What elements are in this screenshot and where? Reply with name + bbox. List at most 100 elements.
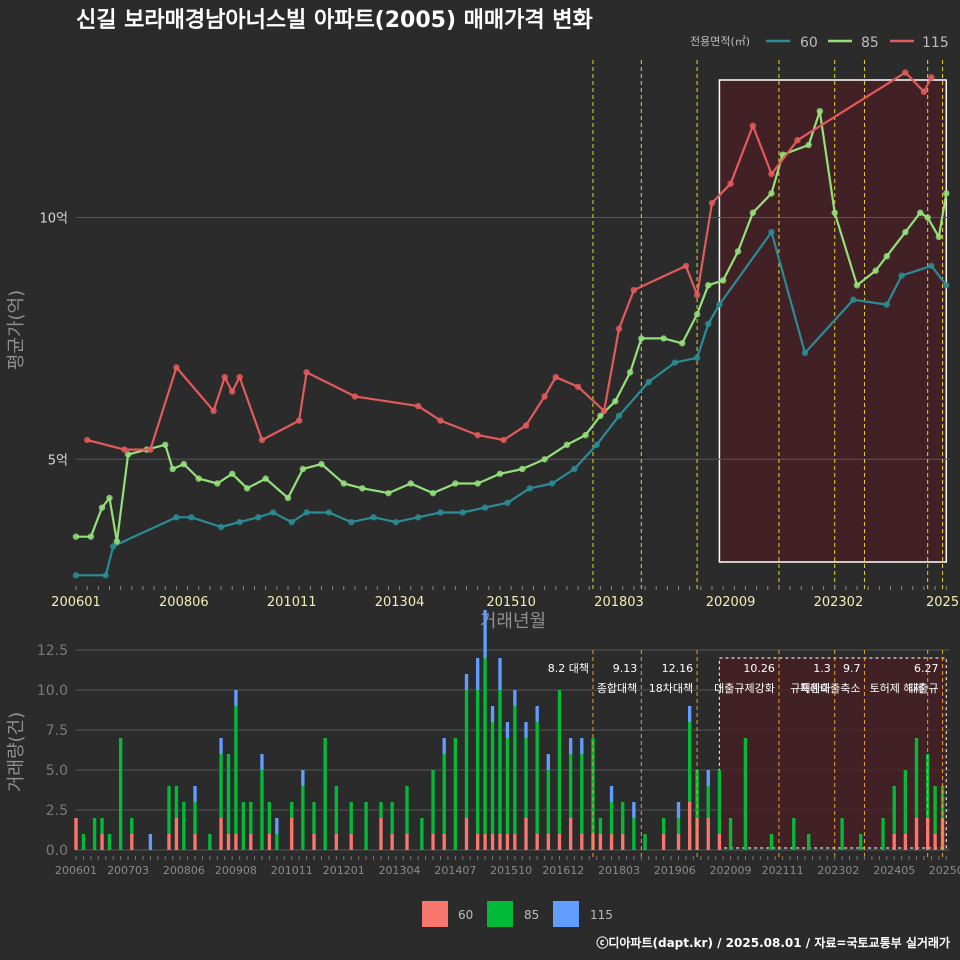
volume-bar-60: [193, 834, 197, 850]
data-point-115: [221, 373, 228, 381]
data-point-115: [500, 436, 507, 444]
volume-bar-85: [706, 786, 710, 818]
policy-annotation-date: 6.27: [914, 662, 939, 675]
data-point-60: [102, 572, 109, 579]
policy-annotation-date: 12.16: [662, 662, 694, 675]
data-point-60: [325, 509, 333, 516]
data-point-85: [98, 504, 106, 511]
data-point-85: [831, 209, 838, 216]
policy-annotation-label: 특례대출축소: [800, 682, 861, 695]
volume-chart-panel: 0.0 2.5 5.0 7.5 10.0 12.5 8.2 대책 9.13 종합대책 12.16 1…: [6, 610, 960, 877]
data-point-85: [705, 282, 712, 289]
data-point-115: [552, 373, 559, 381]
policy-annotation-date: 8.2 대책: [548, 662, 589, 675]
volume-bar-60: [717, 834, 722, 850]
volume-bar-60: [167, 834, 171, 850]
volume-bar-85: [118, 738, 123, 850]
volume-bar-85: [193, 802, 197, 834]
volume-bar-60: [661, 834, 666, 850]
data-point-115: [794, 136, 801, 144]
y-axis-title: 평균가(억): [6, 290, 27, 370]
volume-bar-60: [535, 834, 539, 850]
policy-annotation-label: 규제완화: [790, 682, 830, 695]
bar-y-tick-label: 2.5: [46, 803, 68, 819]
data-point-85: [299, 465, 307, 473]
data-point-85: [214, 480, 221, 487]
y-tick-label: 5억: [48, 453, 68, 468]
volume-bar-115: [148, 834, 153, 850]
data-point-85: [734, 248, 742, 255]
volume-bar-85: [535, 722, 539, 834]
data-point-85: [660, 335, 667, 342]
volume-bar-85: [717, 770, 722, 834]
bar-x-tick-label: 202009: [710, 864, 752, 877]
volume-bar-85: [260, 770, 264, 850]
volume-bar-115: [483, 610, 487, 658]
x-axis-title: 거래년월: [480, 611, 546, 632]
data-point-115: [437, 417, 444, 424]
bar-legend-swatch-60: [422, 901, 448, 927]
volume-bar-85: [290, 802, 294, 818]
data-point-85: [943, 190, 950, 197]
data-point-85: [597, 412, 604, 419]
data-point-85: [902, 228, 909, 236]
volume-bar-85: [743, 738, 748, 850]
volume-bar-85: [390, 802, 394, 834]
data-point-115: [920, 88, 928, 96]
volume-bar-85: [464, 690, 469, 818]
bar-y-tick-label: 12.5: [37, 643, 68, 659]
volume-bar-85: [475, 690, 480, 834]
data-point-115: [258, 436, 266, 444]
volume-bar-60: [490, 834, 495, 850]
data-point-85: [805, 141, 812, 149]
data-point-60: [898, 272, 905, 279]
bar-x-tick-label: 201510: [490, 864, 532, 877]
volume-bar-60: [334, 834, 339, 850]
data-point-85: [284, 494, 292, 502]
volume-bar-85: [182, 802, 186, 850]
data-point-115: [682, 262, 690, 270]
data-point-115: [303, 369, 310, 376]
data-point-60: [571, 465, 578, 473]
volume-bar-85: [312, 802, 316, 834]
data-point-60: [645, 378, 652, 386]
data-point-60: [716, 301, 723, 308]
bar-y-tick-label: 5.0: [46, 763, 68, 779]
bar-y-tick-label: 10.0: [37, 683, 68, 699]
volume-bar-85: [840, 818, 844, 850]
data-point-85: [541, 456, 548, 463]
volume-bar-85: [490, 722, 495, 834]
volume-bar-115: [464, 674, 469, 690]
data-point-60: [943, 282, 950, 289]
volume-bar-60: [100, 834, 104, 850]
data-point-85: [612, 398, 619, 405]
data-point-60: [370, 514, 377, 521]
data-point-85: [72, 533, 80, 540]
volume-bar-85: [483, 658, 487, 834]
volume-bar-60: [390, 834, 394, 850]
data-point-60: [850, 296, 857, 303]
volume-bar-60: [557, 834, 562, 850]
bar-x-tick-label: 200806: [163, 864, 205, 877]
volume-bar-115: [219, 738, 223, 754]
volume-bar-85: [632, 818, 636, 850]
volume-bar-85: [643, 834, 647, 850]
volume-bar-60: [349, 834, 353, 850]
x-tick-label: 201011: [267, 595, 317, 610]
data-point-85: [496, 470, 504, 477]
data-point-85: [626, 369, 634, 376]
volume-bar-85: [405, 786, 409, 834]
data-point-115: [83, 436, 91, 444]
volume-bar-60: [568, 818, 573, 850]
data-point-115: [295, 417, 303, 424]
data-point-85: [519, 465, 526, 473]
data-point-85: [407, 480, 414, 487]
data-point-85: [195, 475, 202, 482]
volume-bar-85: [557, 690, 562, 834]
bar-x-tick-label: 201407: [434, 864, 476, 877]
volume-bar-60: [219, 818, 223, 850]
data-point-115: [693, 291, 701, 299]
volume-bar-60: [405, 834, 409, 850]
legend-label-115: 115: [922, 35, 949, 51]
volume-bar-60: [267, 834, 272, 850]
